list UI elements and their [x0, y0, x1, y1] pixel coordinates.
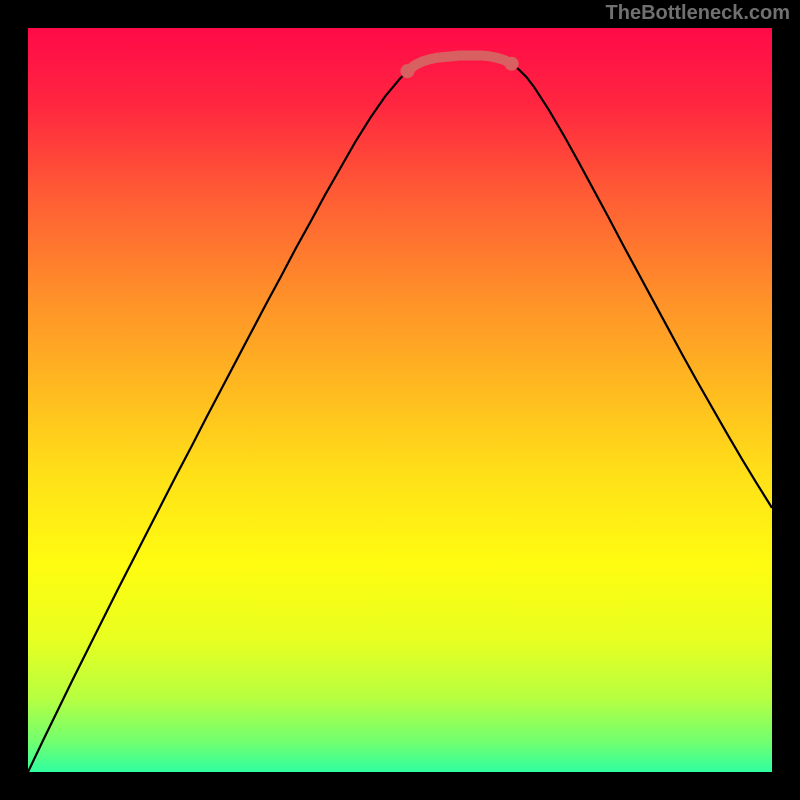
chart-svg — [28, 28, 772, 772]
highlight-marker — [400, 64, 414, 78]
watermark-text: TheBottleneck.com — [606, 2, 790, 25]
chart-container — [28, 28, 772, 772]
highlight-marker — [505, 57, 519, 71]
gradient-background — [28, 28, 772, 772]
